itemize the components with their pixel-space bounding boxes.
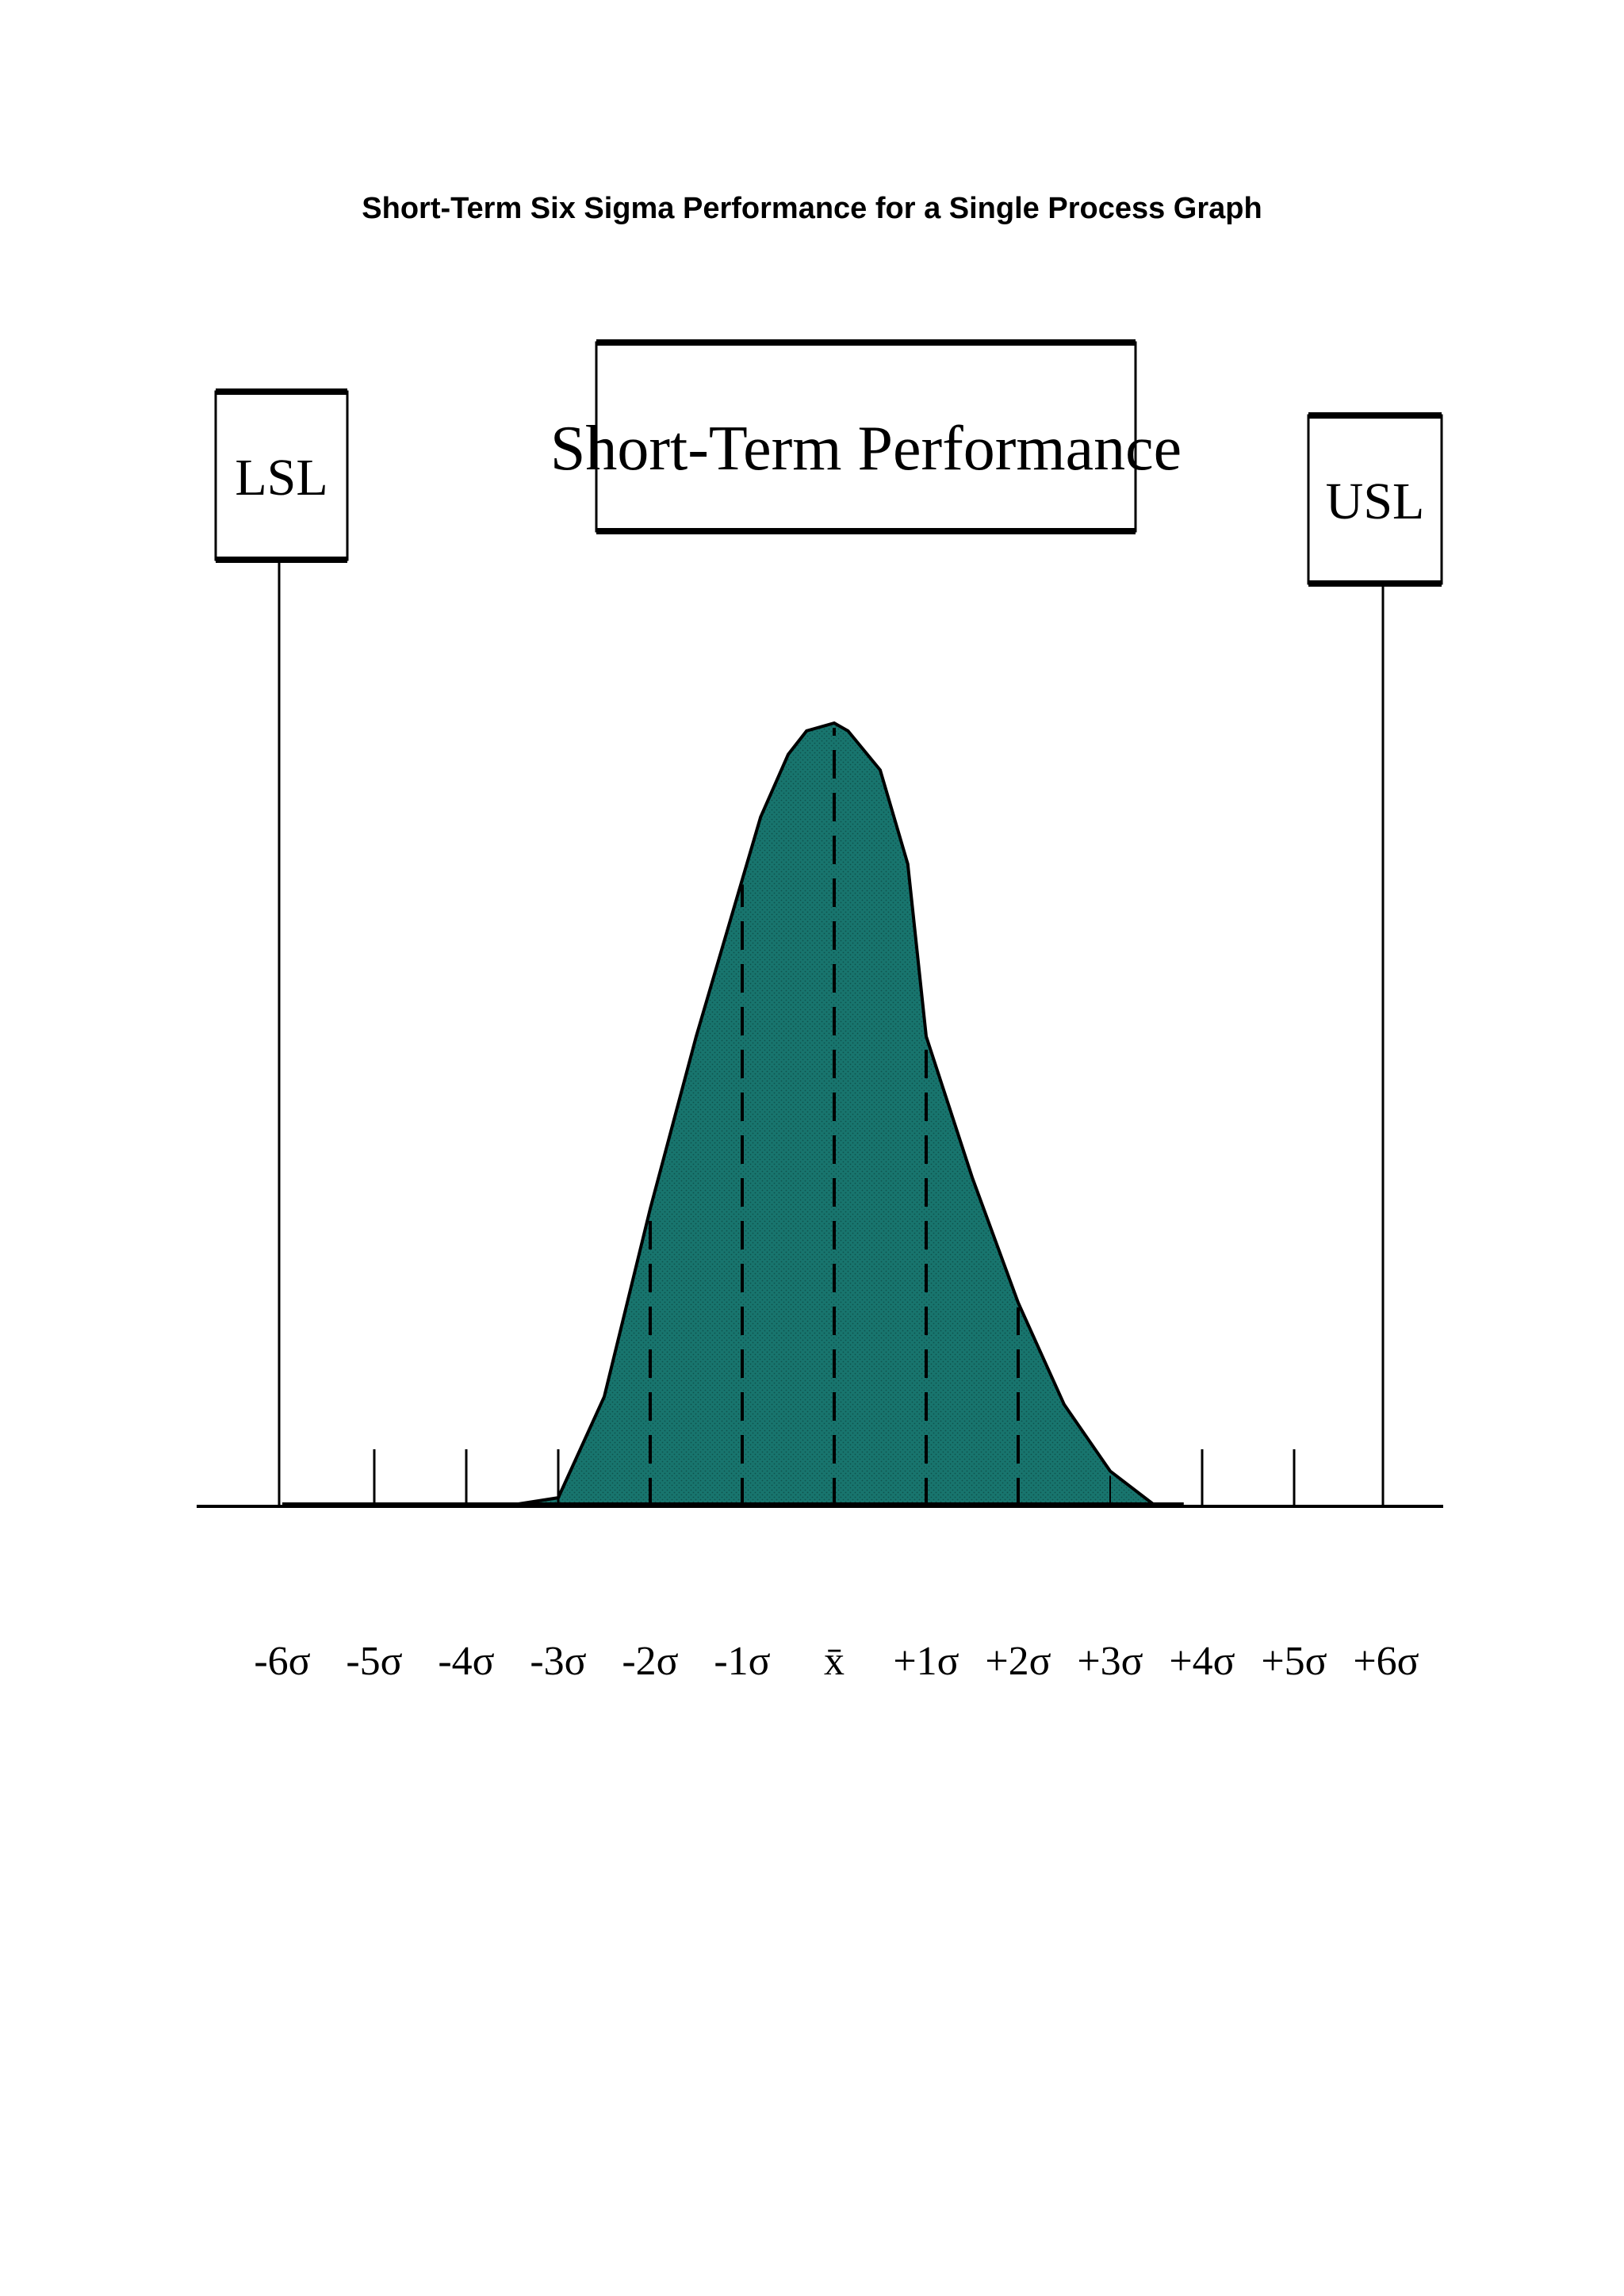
sigma-lines-layer [649, 728, 1111, 1506]
x-tick-label: +2σ [985, 1639, 1051, 1684]
x-tick-label: -6σ [254, 1639, 310, 1684]
tick-label-layer: -6σ -5σ -4σ -3σ -2σ -1σ x̄ +1σ +2σ +3σ +4σ +5σ +6σ [254, 1639, 1419, 1684]
x-tick-label: +6σ [1353, 1639, 1419, 1684]
spec-layer: LSL USL [214, 388, 1443, 1506]
x-tick-label: -3σ [530, 1639, 586, 1684]
x-tick-label: +5σ [1261, 1639, 1327, 1684]
x-tick-label: -1σ [714, 1639, 770, 1684]
x-tick-label: +1σ [893, 1639, 959, 1684]
distribution-curve [503, 721, 1161, 1508]
x-tick-label: -4σ [438, 1639, 494, 1684]
chart-title-box: Short-Term Performance [550, 339, 1182, 534]
x-tick-label: x̄ [824, 1639, 845, 1684]
spec-limit-box: LSL [214, 388, 349, 563]
x-tick-label: +4σ [1169, 1639, 1235, 1684]
x-tick-label: -5σ [346, 1639, 402, 1684]
page-title: Short-Term Six Sigma Performance for a S… [362, 192, 1262, 225]
spec-limit-label: USL [1326, 473, 1425, 530]
axis-layer [197, 1449, 1443, 1508]
curve-layer [503, 721, 1161, 1508]
spec-limit-label: LSL [235, 449, 327, 507]
x-tick-label: -2σ [622, 1639, 678, 1684]
x-tick-label: +3σ [1077, 1639, 1143, 1684]
spec-limit-box: USL [1307, 412, 1443, 587]
chart-title: Short-Term Performance [550, 414, 1182, 484]
